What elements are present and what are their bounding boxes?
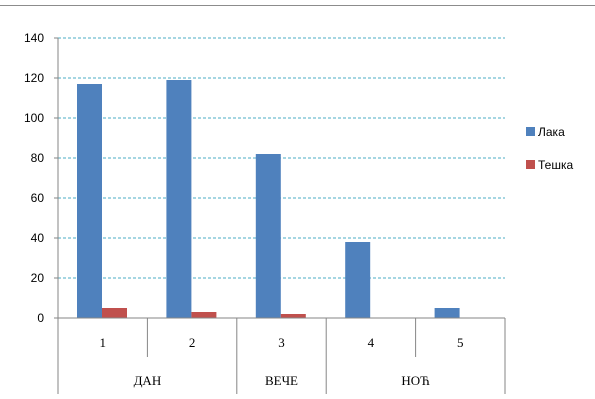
y-tick-label: 80 <box>31 151 45 165</box>
legend-swatch <box>526 127 535 136</box>
bar <box>191 312 217 318</box>
y-tick-label: 120 <box>24 71 44 85</box>
bar <box>280 314 306 318</box>
bar <box>255 154 281 318</box>
legend-label: Тешка <box>538 158 573 172</box>
legend-label: Лака <box>538 125 565 139</box>
y-tick-label: 100 <box>24 111 44 125</box>
legend-swatch <box>526 160 535 169</box>
bar <box>434 308 460 318</box>
group-label: НОЋ <box>401 373 430 388</box>
y-tick-label: 40 <box>31 231 45 245</box>
x-tick-labels: 1 2 3 4 5 ДАН ВЕЧЕ НОЋ <box>99 335 463 388</box>
y-tick-label: 140 <box>24 31 44 45</box>
gridlines <box>58 37 505 279</box>
bars <box>77 80 460 318</box>
x-tick-label: 3 <box>278 335 285 350</box>
y-tick-label: 60 <box>31 191 45 205</box>
y-tick-labels: 0 20 40 60 80 100 120 140 <box>24 31 44 325</box>
y-tick-label: 0 <box>37 311 44 325</box>
y-tick-label: 20 <box>31 271 45 285</box>
bar <box>166 80 192 318</box>
group-label: ДАН <box>134 373 162 388</box>
axes <box>54 37 506 394</box>
x-tick-label: 1 <box>99 335 106 350</box>
bar <box>77 84 102 318</box>
x-tick-label: 4 <box>368 335 375 350</box>
x-tick-label: 5 <box>457 335 464 350</box>
x-tick-label: 2 <box>189 335 196 350</box>
bar <box>102 308 127 318</box>
bar <box>345 242 371 318</box>
group-label: ВЕЧЕ <box>265 373 298 388</box>
legend: Лака Тешка <box>526 125 573 172</box>
